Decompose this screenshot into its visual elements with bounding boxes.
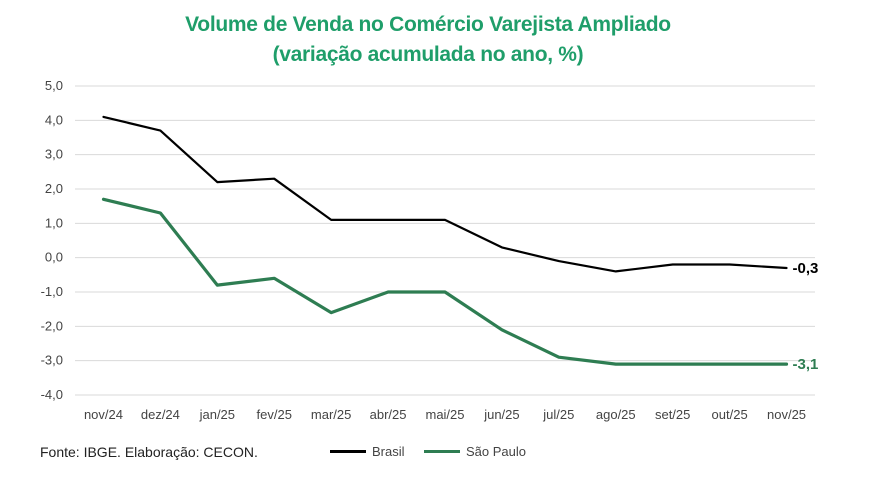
series-line-brasil [102,115,788,273]
x-tick-label: set/25 [655,407,690,422]
source-note: Fonte: IBGE. Elaboração: CECON. [40,444,258,460]
chart-title: Volume de Venda no Comércio Varejista Am… [0,10,856,70]
y-tick-label: -3,0 [41,353,63,368]
x-tick-label: abr/25 [370,407,407,422]
series-line-sao-paulo [101,197,789,366]
x-tick-label: jun/25 [483,407,519,422]
y-tick-label: 4,0 [45,112,63,127]
x-tick-label: mar/25 [311,407,351,422]
legend-item-brasil: Brasil [330,444,405,459]
chart-title-line2: (variação acumulada no ano, %) [272,43,584,66]
x-tick-label: ago/25 [596,407,636,422]
legend-swatch-sao-paulo [424,450,460,453]
y-tick-label: 1,0 [45,215,63,230]
legend-swatch-brasil [330,450,366,453]
end-label-sao-paulo: -3,1 [793,356,819,373]
y-tick-label: 5,0 [45,78,63,93]
y-tick-label: 3,0 [45,147,63,162]
y-tick-label: 0,0 [45,250,63,265]
chart-title-line1: Volume de Venda no Comércio Varejista Am… [185,13,671,36]
line-chart: 5,0 4,0 3,0 2,0 1,0 0,0 -1,0 -2,0 -3,0 -4,0 nov/24… [41,78,819,422]
legend-item-sao-paulo: São Paulo [424,444,526,459]
x-tick-label: jul/25 [542,407,574,422]
y-tick-label: -4,0 [41,387,63,402]
x-tick-label: jan/25 [199,407,235,422]
legend-label-sao-paulo: São Paulo [466,444,526,459]
x-tick-label: nov/25 [767,407,806,422]
x-tick-label: out/25 [712,407,748,422]
end-label-brasil: -0,3 [793,260,819,277]
y-tick-label: -2,0 [41,318,63,333]
x-tick-label: dez/24 [141,407,180,422]
legend-label-brasil: Brasil [372,444,405,459]
x-tick-label: mai/25 [425,407,464,422]
x-tick-label: nov/24 [84,407,123,422]
y-tick-label: 2,0 [45,181,63,196]
x-tick-label: fev/25 [257,407,292,422]
y-tick-label: -1,0 [41,284,63,299]
